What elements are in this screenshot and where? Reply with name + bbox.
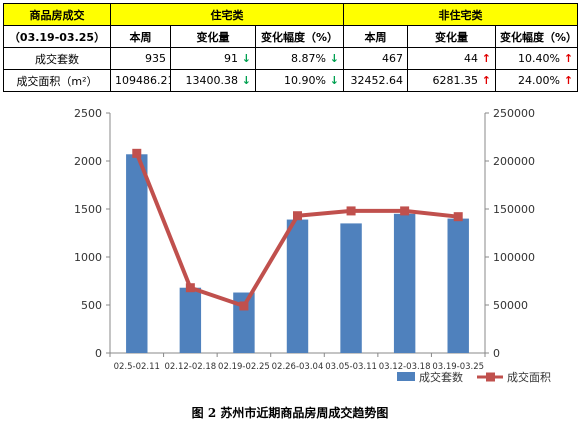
table-cell: 24.00% ↑ — [494, 69, 579, 92]
y2-tick-label: 100000 — [493, 251, 535, 264]
table-header-row-2: （03.19-03.25） 本周 变化量 变化幅度（%） 本周 变化量 变化幅度… — [3, 25, 579, 48]
x-tick-label: 02.5-02.11 — [114, 362, 160, 372]
cell-value: 6281.35 — [432, 74, 478, 87]
stats-table: 商品房成交 住宅类 非住宅类 （03.19-03.25） 本周 变化量 变化幅度… — [3, 3, 579, 92]
table-cell: 91 ↓ — [170, 47, 256, 70]
header-date-range: （03.19-03.25） — [3, 25, 111, 48]
bar — [233, 292, 255, 353]
header-change-rate: 变化幅度（%） — [255, 25, 344, 48]
row-label: 成交套数 — [3, 47, 111, 70]
cell-value: 467 — [382, 52, 403, 65]
header-title: 商品房成交 — [3, 3, 111, 26]
bar — [393, 213, 416, 353]
row-label: 成交面积（m²） — [3, 69, 111, 92]
arrow-up-icon: ↑ — [477, 74, 491, 87]
header-change: 变化量 — [170, 25, 256, 48]
table-cell: 467 — [343, 47, 408, 70]
table-cell: 44 ↑ — [407, 47, 496, 70]
cell-value: 32452.64 — [350, 74, 404, 87]
cell-value: 24.00% — [518, 74, 560, 87]
table-cell: 13400.38 ↓ — [170, 69, 256, 92]
table-row: 成交套数 935 91 ↓ 8.87% ↓ 467 44 ↑ 10.40% ↑ — [3, 47, 579, 70]
y-tick-label: 1000 — [74, 251, 102, 264]
header-residential: 住宅类 — [110, 3, 344, 26]
header-this-week: 本周 — [110, 25, 171, 48]
table-cell: 32452.64 — [343, 69, 408, 92]
arrow-up-icon: ↑ — [477, 52, 491, 65]
line-point — [346, 206, 356, 216]
table-cell: 8.87% ↓ — [255, 47, 344, 70]
header-change: 变化量 — [407, 25, 496, 48]
arrow-up-icon: ↑ — [559, 52, 574, 65]
arrow-down-icon: ↓ — [325, 74, 339, 87]
line-point — [293, 211, 302, 221]
x-tick-label: 02.19-02.25 — [218, 362, 270, 372]
arrow-up-icon: ↑ — [559, 74, 574, 87]
bar — [447, 218, 469, 353]
line-point — [239, 301, 249, 311]
table-cell: 6281.35 ↑ — [407, 69, 496, 92]
legend-label: 成交面积 — [507, 370, 551, 384]
legend-bar-swatch — [397, 372, 415, 381]
cell-value: 44 — [463, 52, 478, 65]
y-tick-label: 2500 — [74, 107, 102, 120]
cell-value: 935 — [145, 52, 166, 65]
x-tick-label: 02.12-02.18 — [164, 362, 216, 372]
cell-value: 10.90% — [284, 74, 326, 87]
cell-value: 10.40% — [518, 52, 560, 65]
cell-value: 91 — [223, 52, 238, 65]
arrow-down-icon: ↓ — [237, 52, 251, 65]
x-tick-label: 03.12-03.18 — [379, 362, 431, 372]
cell-value: 13400.38 — [185, 74, 238, 87]
header-change-rate: 变化幅度（%） — [494, 25, 579, 48]
table-cell: 109486.21 — [110, 69, 171, 92]
y-tick-label: 1500 — [74, 203, 102, 216]
arrow-down-icon: ↓ — [325, 52, 339, 65]
bar — [126, 154, 148, 353]
legend-marker — [486, 372, 495, 382]
y2-tick-label: 0 — [493, 347, 500, 360]
y-tick-label: 2000 — [74, 155, 102, 168]
header-non-residential: 非住宅类 — [342, 3, 579, 26]
legend-label: 成交套数 — [419, 370, 463, 384]
cell-value: 8.87% — [291, 52, 326, 65]
x-tick-label: 03.05-03.11 — [325, 362, 377, 372]
line-point — [453, 212, 463, 222]
y2-tick-label: 250000 — [493, 107, 535, 120]
header-this-week: 本周 — [343, 25, 408, 48]
table-cell: 10.40% ↑ — [494, 47, 579, 70]
cell-value: 109486.21 — [115, 74, 171, 87]
y2-tick-label: 50000 — [493, 299, 528, 312]
x-tick-label: 02.26-03.04 — [272, 362, 324, 372]
y2-tick-label: 200000 — [493, 155, 535, 168]
table-header-row-1: 商品房成交 住宅类 非住宅类 — [3, 3, 579, 26]
bar — [286, 219, 309, 353]
y-tick-label: 500 — [81, 299, 102, 312]
table-cell: 10.90% ↓ — [255, 69, 344, 92]
line-point — [400, 206, 410, 216]
arrow-down-icon: ↓ — [237, 74, 251, 87]
line-point — [185, 283, 195, 293]
figure-caption: 图 2 苏州市近期商品房周成交趋势图 — [191, 406, 389, 420]
y-tick-label: 0 — [95, 347, 102, 360]
bar — [340, 223, 362, 353]
table-row: 成交面积（m²） 109486.21 13400.38 ↓ 10.90% ↓ 3… — [3, 69, 579, 92]
combo-chart: 0 500 1000 1500 2000 2500 0 50000 100000 150000 20… — [74, 107, 551, 384]
line-point — [132, 148, 142, 158]
y2-tick-label: 150000 — [493, 203, 535, 216]
table-cell: 935 — [110, 47, 171, 70]
x-tick-label: 03.19-03.25 — [432, 362, 484, 372]
bar — [179, 287, 202, 353]
